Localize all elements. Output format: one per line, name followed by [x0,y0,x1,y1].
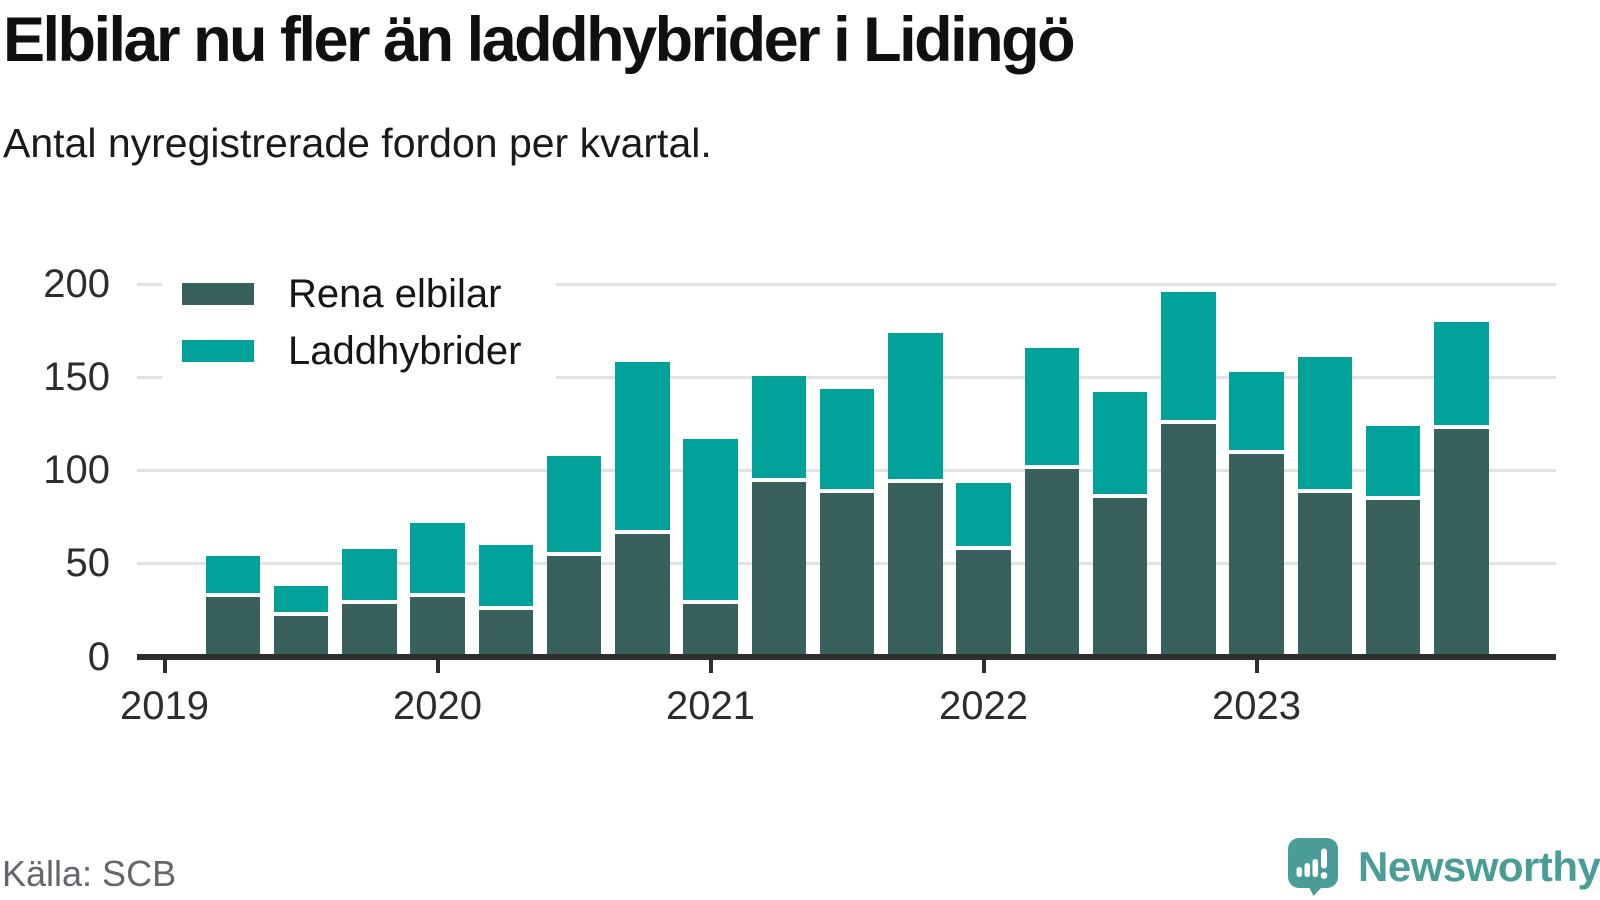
bar-2019-q3 [273,585,329,657]
bar-2023-q2 [1297,356,1352,657]
bar-segment-laddhybrider [546,455,602,557]
bar-2020-q4 [615,362,670,657]
x-axis-line [137,653,1556,660]
bar-segment-laddhybrider [1161,291,1216,424]
bar-segment-laddhybrider [410,522,465,597]
gridline [137,375,1556,379]
bar-2020-q3 [546,455,602,657]
bar-2021-q3 [819,388,875,657]
legend-row: Rena elbilar [182,271,522,317]
bar-segment-rena-elbilar [1297,492,1352,657]
bar-segment-rena-elbilar [888,483,943,657]
brand-logo: Newsworthy [1288,837,1600,897]
bar-segment-laddhybrider [888,332,943,484]
x-axis-label: 2019 [120,684,209,728]
bar-2023-q4 [1434,321,1489,657]
x-axis-tick [981,659,986,673]
x-axis-label: 2022 [939,684,1028,728]
brand-name: Newsworthy [1358,843,1600,890]
bar-2019-q2 [205,556,260,657]
y-axis-label: 50 [65,541,111,586]
y-axis-label: 0 [87,634,110,679]
bar-2020-q2 [478,544,533,657]
bar-segment-laddhybrider [1297,356,1352,493]
bar-segment-laddhybrider [683,438,738,605]
legend-label: Rena elbilar [288,271,502,316]
bar-segment-rena-elbilar [1024,468,1079,657]
bar-segment-laddhybrider [1024,347,1079,469]
source-note: Källa: SCB [2,853,177,894]
bar-2019-q4 [342,548,397,657]
bar-segment-laddhybrider [819,388,875,493]
bar-2022-q3 [1092,392,1148,657]
bar-segment-rena-elbilar [615,533,670,657]
bar-2022-q4 [1161,291,1216,657]
legend-swatch-rena-elbilar [182,283,254,305]
bar-segment-laddhybrider [1365,425,1421,501]
legend: Rena elbilar Laddhybrider [162,267,556,384]
bar-segment-rena-elbilar [819,492,875,657]
bar-segment-laddhybrider [956,483,1011,551]
x-axis-tick [435,659,440,673]
bar-segment-rena-elbilar [546,556,602,657]
bar-segment-rena-elbilar [273,615,329,657]
chart-subtitle: Antal nyregistrerade fordon per kvartal. [3,120,712,166]
bar-2022-q1 [956,483,1011,657]
x-axis-label: 2021 [666,684,755,728]
bar-2023-q1 [1229,371,1284,657]
bar-segment-rena-elbilar [956,550,1011,657]
y-axis-label: 200 [43,262,110,307]
bar-segment-rena-elbilar [683,604,738,657]
bar-2021-q2 [751,375,806,657]
bar-segment-rena-elbilar [1229,453,1284,657]
bar-segment-laddhybrider [615,362,670,534]
bar-segment-laddhybrider [342,548,397,605]
x-axis-label: 2023 [1212,684,1301,728]
x-axis-tick [1254,659,1259,673]
gridline [137,282,1556,286]
bar-segment-rena-elbilar [410,596,465,657]
x-axis-label: 2020 [393,684,482,728]
bar-2022-q2 [1024,347,1079,657]
bar-segment-laddhybrider [205,556,260,597]
y-axis-label: 150 [43,355,110,400]
bar-segment-laddhybrider [1092,392,1148,499]
bar-segment-rena-elbilar [1365,500,1421,657]
x-axis-tick [162,659,167,673]
bar-segment-rena-elbilar [342,604,397,657]
bar-segment-laddhybrider [478,544,533,610]
y-axis-label: 100 [43,448,110,493]
newsworthy-icon [1288,838,1338,896]
bar-segment-rena-elbilar [1434,429,1489,657]
bar-2020-q1 [410,522,465,657]
page-title: Elbilar nu fler än laddhybrider i Liding… [3,5,1076,75]
bar-segment-rena-elbilar [751,481,806,657]
bar-segment-rena-elbilar [205,596,260,657]
bar-segment-laddhybrider [751,375,806,482]
bar-2023-q3 [1365,425,1421,657]
legend-row: Laddhybrider [182,328,522,374]
bar-segment-rena-elbilar [1092,498,1148,657]
legend-swatch-laddhybrider [182,340,254,362]
x-axis-tick [708,659,713,673]
legend-label: Laddhybrider [288,328,522,373]
bar-segment-rena-elbilar [478,609,533,657]
bar-segment-rena-elbilar [1161,423,1216,657]
bar-2021-q1 [683,438,738,657]
bar-segment-laddhybrider [1434,321,1489,430]
bar-segment-laddhybrider [273,585,329,616]
bar-2021-q4 [888,332,943,657]
bar-segment-laddhybrider [1229,371,1284,454]
